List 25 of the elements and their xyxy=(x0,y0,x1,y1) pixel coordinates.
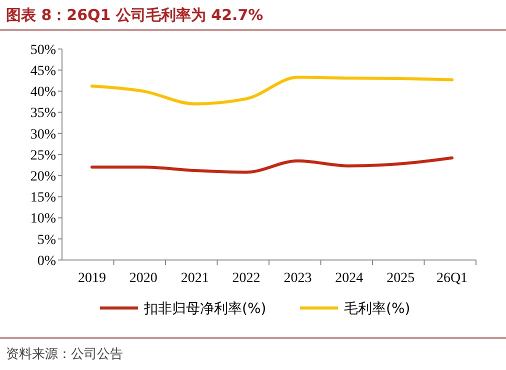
x-tick-label: 2021 xyxy=(180,271,209,286)
chart-title: 图表 8：26Q1 公司毛利率为 42.7% xyxy=(6,6,264,24)
x-tick-label: 2022 xyxy=(232,271,260,286)
y-tick-label: 5% xyxy=(37,232,56,248)
line-series xyxy=(90,76,454,106)
y-tick-label: 30% xyxy=(30,127,56,142)
y-tick-label: 15% xyxy=(30,190,56,206)
legend-label: 扣非归母净利率(%) xyxy=(143,300,266,317)
y-tick-label: 25% xyxy=(30,148,56,164)
y-tick-label: 50% xyxy=(30,42,56,58)
text: 资料来源：公司公告 xyxy=(6,347,123,362)
line-series xyxy=(90,156,454,174)
y-tick-label: 10% xyxy=(30,212,56,227)
y-tick-label: 45% xyxy=(30,64,56,79)
x-tick-label: 2019 xyxy=(78,271,106,286)
legend-label: 毛利率(%) xyxy=(344,300,410,317)
x-tick-label: 2023 xyxy=(284,271,312,286)
x-tick-label: 26Q1 xyxy=(436,271,468,286)
x-tick-label: 2020 xyxy=(129,271,158,286)
y-tick-label: 0% xyxy=(37,254,56,269)
y-tick-label: 35% xyxy=(30,106,56,122)
x-tick-label: 2024 xyxy=(335,271,364,286)
y-tick-label: 20% xyxy=(30,170,56,184)
x-tick-label: 2025 xyxy=(386,271,415,286)
y-tick-label: 40% xyxy=(30,85,56,100)
